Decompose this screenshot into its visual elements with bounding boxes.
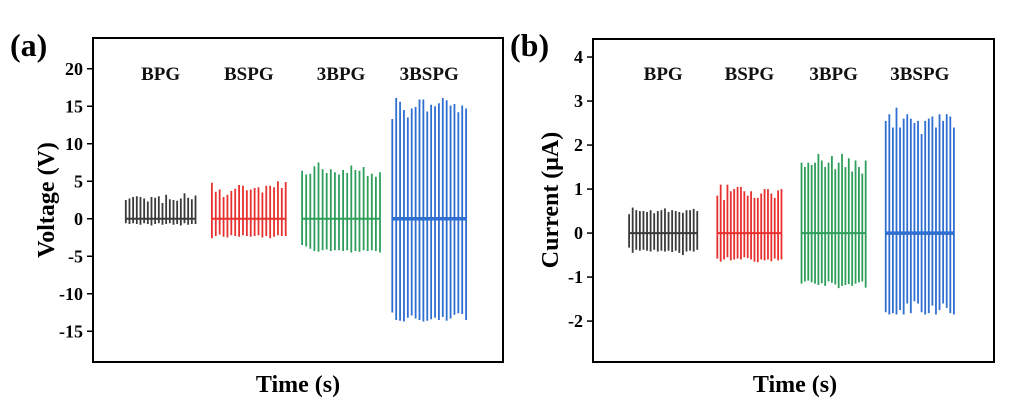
y-tick-label: -15 [59, 321, 83, 341]
series-bpg: BPG [628, 64, 699, 256]
panel-a: (a) BPG BSPG 3BPG 3BSPG 20 15 10 5 0 -5 -10 -15 Time … [10, 27, 504, 398]
series-label: 3BPG [809, 64, 858, 85]
x-axis-label: Time (s) [256, 372, 340, 398]
x-axis-label: Time (s) [753, 372, 837, 398]
y-tick-label: 3 [574, 91, 583, 111]
y-tick-label: -10 [59, 284, 83, 304]
series-3bpg: 3BPG [800, 64, 867, 289]
y-tick-label: -5 [68, 246, 83, 266]
y-tick-label: 5 [74, 171, 83, 191]
series-bpg: BPG [124, 64, 197, 226]
series-label: BPG [644, 64, 683, 85]
plot-frame [592, 38, 995, 363]
y-tick-label: 0 [574, 223, 583, 243]
plot-frame [92, 37, 504, 363]
y-tick-label: 1 [574, 179, 583, 199]
y-tick-label: 0 [74, 209, 83, 229]
panel-label: (a) [10, 27, 47, 63]
panel-label: (b) [510, 27, 549, 63]
y-tick-label: -1 [568, 267, 583, 287]
panel-b: (b) BPG BSPG 3BPG 3BSPG 4 3 2 1 0 -1 -2 Time (s) Curr… [510, 27, 995, 398]
series-3bspg: 3BSPG [391, 64, 468, 322]
series-3bspg: 3BSPG [884, 64, 955, 315]
y-tick-label: 4 [574, 47, 583, 67]
y-tick-label: 20 [65, 59, 83, 79]
y-axis-label: Current (μA) [538, 132, 564, 268]
series-bspg: BSPG [716, 64, 783, 263]
series-3bpg: 3BPG [301, 64, 381, 253]
y-tick-label: 15 [65, 96, 83, 116]
y-tick-label: -2 [568, 311, 583, 331]
series-label: 3BPG [317, 64, 366, 85]
series-bspg: BSPG [210, 64, 287, 239]
series-label: BPG [141, 64, 180, 85]
y-tick-label: 10 [65, 134, 83, 154]
series-label: 3BSPG [890, 64, 949, 85]
series-label: 3BSPG [400, 64, 459, 85]
series-label: BSPG [224, 64, 274, 85]
y-axis-label: Voltage (V) [34, 142, 60, 258]
y-tick-label: 2 [574, 135, 583, 155]
series-label: BSPG [725, 64, 775, 85]
